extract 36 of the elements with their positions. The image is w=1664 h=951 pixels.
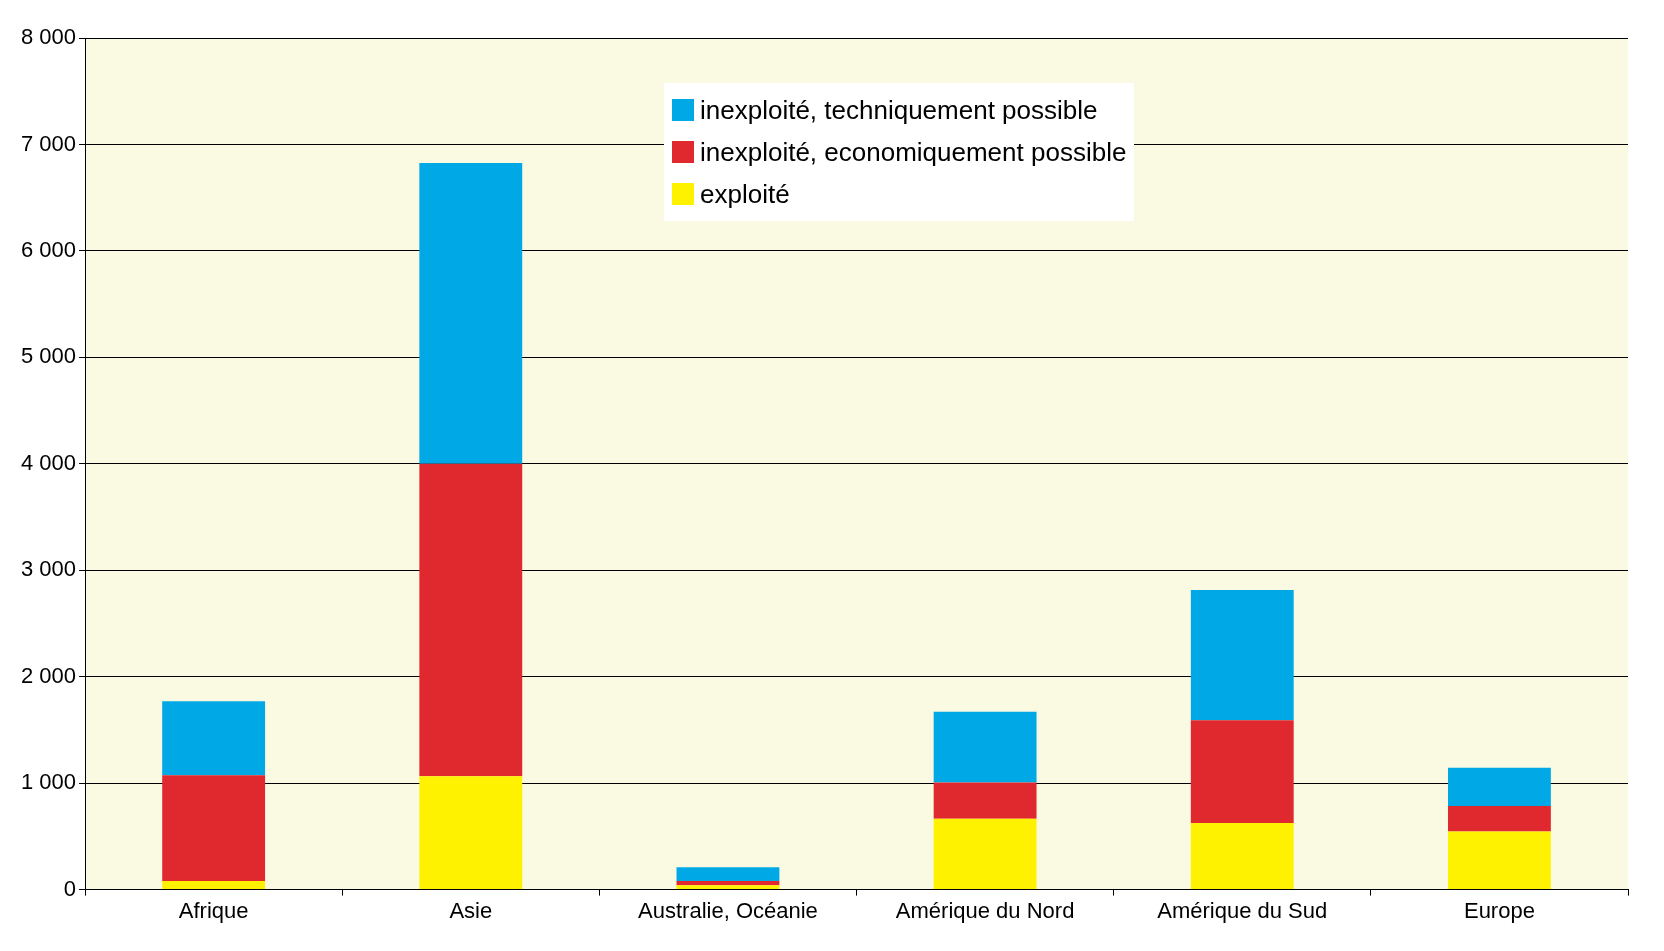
- bar: [419, 463, 523, 777]
- y-tick-label: 3 000: [20, 556, 77, 582]
- x-tick-label: Europe: [1463, 897, 1535, 923]
- x-tick-label: Afrique: [178, 897, 249, 923]
- x-tick-label: Amérique du Nord: [895, 897, 1075, 923]
- y-tick-label: 2 000: [20, 662, 77, 688]
- y-tick-label: 0: [63, 875, 77, 901]
- x-tick-label: Asie: [449, 897, 493, 923]
- bar: [676, 885, 780, 890]
- legend-label: exploité: [700, 178, 790, 210]
- bar: [1447, 767, 1551, 807]
- bar: [162, 881, 266, 890]
- bar: [162, 775, 266, 882]
- y-tick-label: 6 000: [20, 236, 77, 262]
- bar: [933, 782, 1037, 819]
- bar: [419, 163, 523, 464]
- bar: [676, 881, 780, 886]
- bar: [1190, 720, 1294, 824]
- y-tick-label: 7 000: [20, 130, 77, 156]
- bar: [419, 776, 523, 890]
- x-tick-label: Australie, Océanie: [638, 897, 818, 923]
- bar: [1447, 831, 1551, 890]
- bar: [1190, 823, 1294, 890]
- y-tick-label: 8 000: [20, 24, 77, 50]
- bar: [676, 867, 780, 882]
- y-tick-label: 4 000: [20, 449, 77, 475]
- bar: [1447, 806, 1551, 832]
- y-tick-label: 1 000: [20, 769, 77, 795]
- x-tick-label: Amérique du Sud: [1157, 897, 1328, 923]
- bar: [933, 818, 1037, 890]
- bar: [933, 711, 1037, 783]
- legend-label: inexploité, techniquement possible: [700, 94, 1098, 126]
- y-tick-label: 5 000: [20, 343, 77, 369]
- bar: [162, 701, 266, 776]
- bar: [1190, 589, 1294, 721]
- legend-label: inexploité, economiquement possible: [700, 136, 1127, 168]
